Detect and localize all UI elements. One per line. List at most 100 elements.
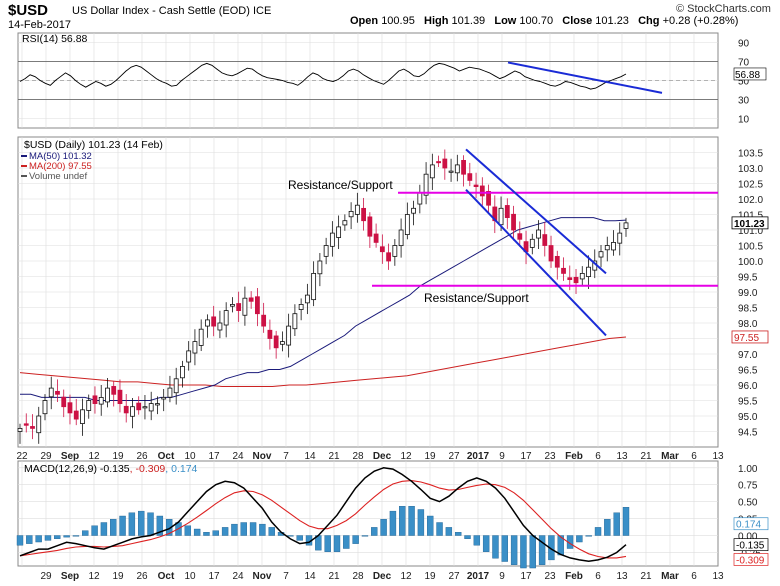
price-x-tick-label: Feb bbox=[565, 451, 583, 462]
price-x-tick-label: 21 bbox=[640, 451, 652, 462]
candle-body bbox=[292, 313, 298, 330]
candle-body bbox=[61, 396, 67, 408]
candle-body bbox=[286, 325, 292, 346]
macd-histogram-bar bbox=[333, 535, 341, 552]
candle-body bbox=[536, 229, 541, 239]
macd-x-tick-label: 26 bbox=[136, 571, 148, 582]
rsi-tick-label: 10 bbox=[738, 115, 750, 126]
macd-histogram-bar bbox=[492, 535, 499, 559]
instrument-title: US Dollar Index - Cash Settle (EOD) bbox=[72, 5, 250, 17]
macd-histogram-bar bbox=[249, 522, 257, 536]
candle-body bbox=[604, 245, 610, 251]
price-tick-label: 96.5 bbox=[738, 366, 758, 377]
price-x-tick-label: 17 bbox=[208, 451, 220, 462]
macd-x-tick-label: 21 bbox=[640, 571, 652, 582]
rsi-tick-label: 30 bbox=[738, 96, 750, 107]
price-tick-label: 99.5 bbox=[738, 273, 758, 284]
candle-body bbox=[517, 233, 523, 240]
macd-histogram-bar bbox=[399, 506, 406, 536]
price-tick-label: 103.0 bbox=[738, 164, 763, 175]
macd-histogram-bar bbox=[54, 535, 61, 539]
candle-body bbox=[105, 387, 110, 403]
candle-body bbox=[573, 276, 579, 284]
candle-body bbox=[567, 277, 573, 280]
macd-legend-item: MACD(12,26,9) bbox=[24, 463, 97, 475]
price-x-tick-label: 2017 bbox=[467, 451, 490, 462]
macd-histogram-bar bbox=[119, 515, 126, 536]
candle-body bbox=[279, 341, 285, 345]
macd-title: MACD(12,26,9) -0.135, -0.309, 0.174 bbox=[24, 463, 198, 475]
candle-body bbox=[448, 170, 454, 173]
macd-histogram-bar bbox=[576, 535, 583, 543]
price-tick-label: 96.0 bbox=[738, 381, 758, 392]
macd-histogram-bar bbox=[184, 525, 192, 536]
candle-body bbox=[304, 294, 310, 304]
low-label: Low bbox=[494, 15, 517, 27]
candle-body bbox=[186, 350, 192, 363]
price-legend-item: Volume undef bbox=[29, 171, 87, 182]
candle-body bbox=[417, 192, 423, 205]
candle-body bbox=[180, 365, 185, 379]
macd-histogram-bar bbox=[193, 528, 201, 536]
copyright-text: © StockCharts.com bbox=[676, 3, 771, 15]
ma200-line bbox=[19, 336, 627, 387]
macd-histogram-bar bbox=[538, 535, 546, 565]
candle-body bbox=[348, 210, 354, 218]
candle-body bbox=[211, 316, 217, 327]
chart-date: 14-Feb-2017 bbox=[8, 19, 71, 31]
candle-body bbox=[205, 319, 210, 327]
macd-histogram-bar bbox=[371, 527, 378, 536]
instrument-name: US Dollar Index - Cash Settle (EOD) ICE bbox=[72, 5, 271, 17]
macd-histogram-bar bbox=[417, 509, 425, 536]
candle-body bbox=[230, 303, 235, 307]
macd-x-tick-label: 10 bbox=[184, 571, 196, 582]
price-x-tick-label: 29 bbox=[40, 451, 52, 462]
macd-histogram-bar bbox=[427, 515, 434, 536]
macd-histogram-bar bbox=[445, 527, 453, 536]
macd-histogram-bar bbox=[473, 535, 481, 546]
candle-body bbox=[167, 387, 173, 398]
macd-histogram-bar bbox=[91, 525, 98, 536]
macd-x-tick-label: Sep bbox=[61, 571, 79, 582]
macd-histogram-bar bbox=[212, 530, 219, 536]
macd-signal-line bbox=[19, 480, 627, 559]
candle-body bbox=[298, 303, 304, 310]
macd-tick-label: 0.50 bbox=[738, 498, 758, 509]
price-x-tick-label: Dec bbox=[373, 451, 392, 462]
macd-x-tick-label: 23 bbox=[544, 571, 556, 582]
candle-body bbox=[311, 272, 317, 301]
price-x-tick-label: 17 bbox=[520, 451, 532, 462]
price-tick-label: 100.0 bbox=[738, 257, 763, 268]
candle-body bbox=[55, 390, 60, 395]
rsi-value-box bbox=[733, 67, 767, 81]
candle-body bbox=[598, 251, 604, 258]
macd-histogram-bar bbox=[510, 535, 518, 565]
candle-body bbox=[161, 396, 167, 400]
candle-body bbox=[554, 255, 560, 268]
macd-histogram-bar bbox=[110, 519, 117, 536]
close-value: 101.23 bbox=[595, 15, 629, 27]
candle-body bbox=[267, 329, 273, 339]
macd-histogram-bar bbox=[231, 523, 238, 536]
candle-body bbox=[248, 297, 254, 302]
macd-histogram-bar bbox=[520, 535, 527, 569]
candle-body bbox=[367, 216, 373, 237]
macd-x-tick-label: 19 bbox=[112, 571, 124, 582]
candle-body bbox=[504, 205, 510, 219]
macd-histogram-bar bbox=[408, 506, 415, 536]
price-x-tick-label: 6 bbox=[691, 451, 697, 462]
macd-legend-item: , 0.174 bbox=[165, 463, 197, 475]
ma50-line bbox=[20, 217, 627, 401]
price-tick-label: 98.0 bbox=[738, 319, 758, 330]
macd-histogram-bar bbox=[268, 527, 275, 536]
price-x-tick-label: 13 bbox=[616, 451, 628, 462]
price-x-tick-label: 22 bbox=[16, 451, 28, 462]
candle-body bbox=[579, 272, 585, 280]
channel-lower-line bbox=[465, 189, 607, 337]
candle-body bbox=[223, 310, 229, 326]
exchange-name: ICE bbox=[252, 5, 272, 17]
candle-body bbox=[317, 260, 323, 275]
candle-body bbox=[136, 402, 142, 411]
candle-body bbox=[361, 207, 367, 222]
macd-histogram-bar bbox=[361, 535, 369, 537]
